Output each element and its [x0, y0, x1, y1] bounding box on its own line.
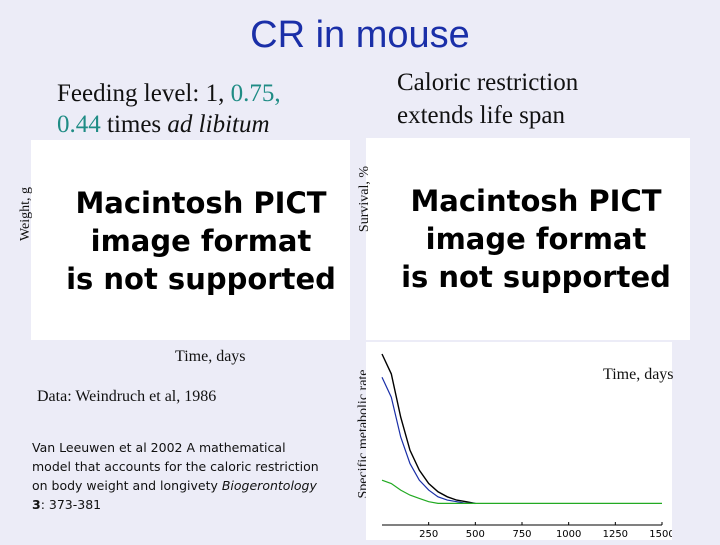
x-tick-label: 1500 — [649, 529, 672, 540]
series-line-1 — [381, 353, 476, 505]
x-tick-label: 1250 — [603, 529, 628, 540]
feeding-value-075: 0.75, — [230, 80, 281, 107]
caloric-line-1: Caloric restriction — [397, 69, 579, 96]
survival-axis-label: Survival, % — [357, 165, 372, 233]
unsupported-image-left: Macintosh PICT image format is not suppo… — [31, 140, 350, 340]
pict-left-line-3: is not supported — [66, 262, 336, 296]
series-line-2 — [381, 376, 476, 504]
x-tick-label: 750 — [512, 529, 531, 540]
caloric-restriction-text: Caloric restriction extends life span — [397, 66, 697, 132]
pict-left-line-1: Macintosh PICT — [75, 186, 327, 220]
feeding-ad-libitum: ad libitum — [167, 111, 270, 138]
x-tick-label: 500 — [466, 529, 485, 540]
time-axis-label-right: Time, days — [603, 366, 674, 383]
pict-right-line-1: Macintosh PICT — [410, 184, 662, 218]
x-tick-label: 250 — [419, 529, 438, 540]
time-axis-label-left: Time, days — [175, 348, 246, 365]
data-credit: Data: Weindruch et al, 1986 — [37, 388, 217, 405]
feeding-level-text: Feeding level: 1, 0.75, 0.44 times ad lib… — [57, 78, 357, 140]
caloric-line-2: extends life span — [397, 102, 566, 129]
feeding-mid: times — [100, 111, 168, 138]
feeding-value-044: 0.44 — [57, 111, 101, 138]
citation-pages: : 373-381 — [40, 497, 102, 512]
x-tick-label: 1000 — [556, 529, 581, 540]
pict-left-line-2: image format — [90, 224, 312, 258]
unsupported-image-right: Macintosh PICT image format is not suppo… — [366, 138, 690, 340]
series-line-3 — [381, 479, 662, 504]
citation: Van Leeuwen et al 2002 A mathematical mo… — [32, 438, 322, 514]
metabolic-rate-chart: 250 500 750 1000 1250 1500 — [366, 342, 675, 540]
citation-text: Van Leeuwen et al 2002 A mathematical mo… — [32, 440, 319, 493]
metabolic-rate-chart-svg: 250 500 750 1000 1250 1500 — [381, 353, 675, 540]
feeding-prefix: Feeding level: 1, — [57, 80, 231, 107]
citation-volume: 3 — [32, 497, 41, 512]
citation-journal: Biogerontology — [221, 478, 317, 493]
weight-axis-label: Weight, g — [18, 186, 33, 242]
pict-right-line-3: is not supported — [401, 260, 671, 294]
pict-right-line-2: image format — [425, 222, 647, 256]
slide-title: CR in mouse — [250, 14, 470, 56]
